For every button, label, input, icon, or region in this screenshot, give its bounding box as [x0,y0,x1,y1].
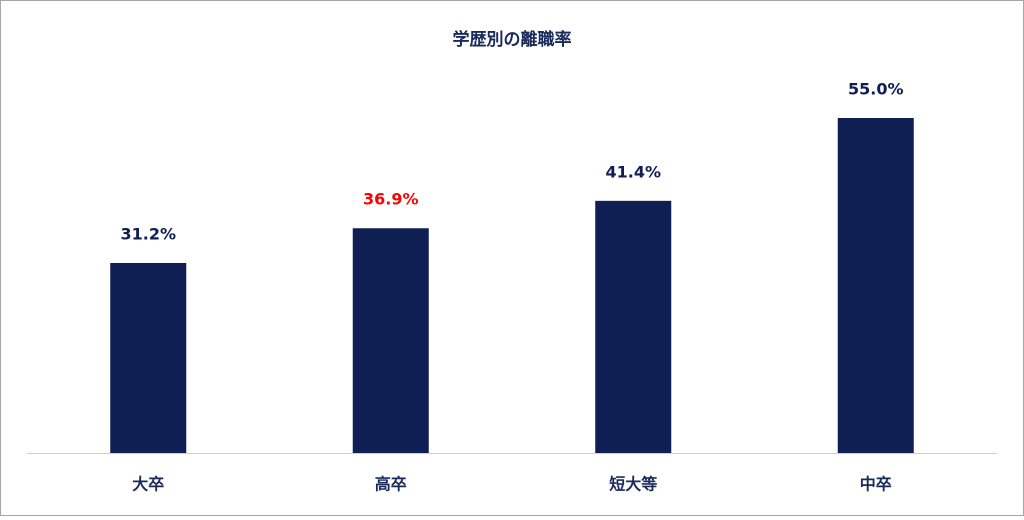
x-tick-label: 中卒 [860,475,892,494]
value-label: 36.9% [363,190,419,209]
value-label: 31.2% [120,224,176,243]
value-label: 55.0% [848,80,904,99]
bar [837,118,914,453]
value-label: 41.4% [605,162,661,181]
chart-title: 学歴別の離職率 [453,29,572,50]
x-tick-label: 大卒 [132,475,164,494]
x-tick-label: 高卒 [375,475,407,494]
bar [110,262,187,453]
bar [352,228,429,453]
bar [595,200,672,453]
x-tick-label: 短大等 [609,475,657,494]
